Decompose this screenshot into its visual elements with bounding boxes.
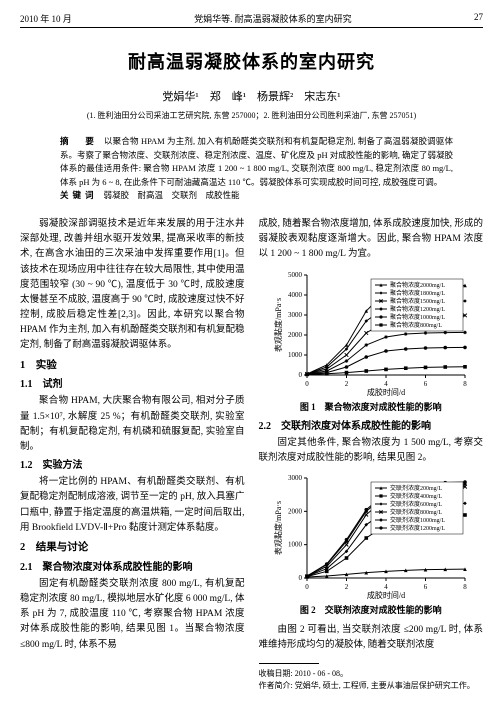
header-date: 2010 年 10 月	[20, 12, 72, 25]
abstract-label: 摘 要	[60, 136, 98, 146]
keywords-text: 弱凝胶 耐高温 交联剂 成胶性能	[104, 190, 240, 200]
section-1: 1 实验	[20, 358, 245, 375]
figure-2-chart: 0 1000 2000 3000 0 2 4 6 8 成胶时间/d 表观黏度/mPa·s 交联剂浓度2…	[271, 470, 471, 600]
para-1-1: 聚合物 HPAM, 大庆聚合物有限公司, 相对分子质量 1.5×10⁷, 水解度…	[20, 394, 245, 455]
svg-text:表观黏度/mPa·s: 表观黏度/mPa·s	[273, 501, 283, 555]
figure-1-chart: 0 1000 2000 3000 4000 5000 0 2 4 6 8 成胶时间/d 表观黏度/mPa…	[271, 267, 471, 397]
svg-text:聚合物浓度1200mg/L: 聚合物浓度1200mg/L	[390, 305, 445, 313]
section-2-2: 2.2 交联剂浓度对体系成胶性能的影响	[259, 419, 484, 435]
section-2: 2 结果与讨论	[20, 540, 245, 557]
svg-text:8: 8	[463, 583, 467, 591]
svg-text:1000: 1000	[288, 351, 303, 359]
svg-text:聚合物浓度1800mg/L: 聚合物浓度1800mg/L	[390, 289, 445, 297]
svg-text:0: 0	[298, 574, 302, 582]
svg-text:0: 0	[305, 380, 309, 388]
svg-text:3000: 3000	[288, 311, 303, 319]
right-column: 成胶, 随着聚合物浓度增加, 体系成胶速度加快, 形成的弱凝胶表观黏度逐渐增大。…	[259, 217, 484, 692]
svg-text:2: 2	[345, 583, 349, 591]
para-2-2b: 由图 2 可看出, 当交联剂浓度 ≤200 mg/L 时, 体系难维持形成均匀的…	[259, 623, 484, 653]
svg-text:0: 0	[298, 371, 302, 379]
page: 2010 年 10 月 党娟华等. 耐高温弱凝胶体系的室内研究 27 耐高温弱凝…	[0, 0, 503, 708]
header-title: 党娟华等. 耐高温弱凝胶体系的室内研究	[194, 12, 352, 25]
affiliations: (1. 胜利油田分公司采油工艺研究院, 东营 257000；2. 胜利油田分公司…	[20, 110, 483, 121]
svg-text:5000: 5000	[288, 271, 303, 279]
svg-text:聚合物浓度1000mg/L: 聚合物浓度1000mg/L	[390, 313, 445, 321]
svg-text:交联剂浓度400mg/L: 交联剂浓度400mg/L	[390, 492, 442, 500]
article-title: 耐高温弱凝胶体系的室内研究	[20, 48, 483, 74]
keywords-label: 关键词	[60, 190, 98, 200]
svg-text:4: 4	[384, 380, 388, 388]
svg-text:表观黏度/mPa·s: 表观黏度/mPa·s	[273, 297, 283, 351]
para-1-2: 将一定比例的 HPAM、有机酚醛类交联剂、有机复配稳定剂配制成溶液, 调节至一定…	[20, 475, 245, 536]
intro-paragraph: 弱凝胶深部调驱技术是近年来发展的用于注水井深部处理, 改善并组水驱开发效果, 提…	[20, 217, 245, 354]
svg-text:交联剂浓度1200mg/L: 交联剂浓度1200mg/L	[390, 524, 445, 532]
svg-text:聚合物浓度800mg/L: 聚合物浓度800mg/L	[390, 321, 442, 329]
svg-text:2: 2	[345, 380, 349, 388]
svg-text:聚合物浓度1500mg/L: 聚合物浓度1500mg/L	[390, 297, 445, 305]
body-columns: 弱凝胶深部调驱技术是近年来发展的用于注水井深部处理, 改善并组水驱开发效果, 提…	[20, 217, 483, 692]
footnote-author: 作者简介: 党娟华, 硕士, 工程师, 主要从事油层保护研究工作。	[259, 680, 484, 692]
svg-text:交联剂浓度600mg/L: 交联剂浓度600mg/L	[390, 500, 442, 508]
svg-text:6: 6	[424, 380, 428, 388]
footnote: 收稿日期: 2010 - 06 - 08。 作者简介: 党娟华, 硕士, 工程师…	[259, 668, 484, 692]
footnote-date: 收稿日期: 2010 - 06 - 08。	[259, 668, 484, 680]
svg-text:6: 6	[424, 583, 428, 591]
svg-text:3000: 3000	[288, 474, 303, 482]
svg-text:1000: 1000	[288, 541, 303, 549]
para-2-2: 固定其他条件, 聚合物浓度为 1 500 mg/L, 考察交联剂浓度对成胶性能的…	[259, 436, 484, 466]
left-column: 弱凝胶深部调驱技术是近年来发展的用于注水井深部处理, 改善并组水驱开发效果, 提…	[20, 217, 245, 692]
svg-text:8: 8	[463, 380, 467, 388]
svg-text:0: 0	[305, 583, 309, 591]
keywords-row: 关键词弱凝胶 耐高温 交联剂 成胶性能	[60, 189, 453, 203]
para-2-1b: 成胶, 随着聚合物浓度增加, 体系成胶速度加快, 形成的弱凝胶表观黏度逐渐增大。…	[259, 217, 484, 263]
svg-text:4000: 4000	[288, 291, 303, 299]
section-2-1: 2.1 聚合物浓度对体系成胶性能的影响	[20, 560, 245, 576]
svg-text:成胶时间/d: 成胶时间/d	[367, 387, 405, 397]
figure-1-caption: 图 1 聚合物浓度对成胶性能的影响	[259, 400, 484, 414]
svg-text:交联剂浓度800mg/L: 交联剂浓度800mg/L	[390, 508, 442, 516]
figure-2-caption: 图 2 交联剂浓度对成胶性能的影响	[259, 603, 484, 617]
footnote-rule	[259, 663, 319, 664]
section-1-1: 1.1 试剂	[20, 377, 245, 393]
abstract-body: 摘 要以聚合物 HPAM 为主剂, 加入有机酚醛类交联剂和有机复配稳定剂, 制备…	[60, 135, 453, 189]
svg-text:聚合物浓度2000mg/L: 聚合物浓度2000mg/L	[390, 281, 445, 289]
svg-text:2000: 2000	[288, 508, 303, 516]
svg-text:4: 4	[384, 583, 388, 591]
svg-text:成胶时间/d: 成胶时间/d	[367, 590, 405, 600]
abstract: 摘 要以聚合物 HPAM 为主剂, 加入有机酚醛类交联剂和有机复配稳定剂, 制备…	[20, 135, 483, 203]
authors: 党娟华¹ 郑 峰¹ 杨景辉² 宋志东¹	[20, 88, 483, 104]
abstract-text: 以聚合物 HPAM 为主剂, 加入有机酚醛类交联剂和有机复配稳定剂, 制备了高温…	[60, 136, 453, 187]
header-page-number: 27	[474, 12, 483, 25]
section-1-2: 1.2 实验方法	[20, 458, 245, 474]
svg-text:交联剂浓度1000mg/L: 交联剂浓度1000mg/L	[390, 516, 445, 524]
running-header: 2010 年 10 月 党娟华等. 耐高温弱凝胶体系的室内研究 27	[20, 12, 483, 28]
para-2-1a: 固定有机酚醛类交联剂浓度 800 mg/L, 有机复配稳定剂浓度 80 mg/L…	[20, 577, 245, 653]
svg-text:交联剂浓度200mg/L: 交联剂浓度200mg/L	[390, 484, 442, 492]
svg-text:2000: 2000	[288, 331, 303, 339]
